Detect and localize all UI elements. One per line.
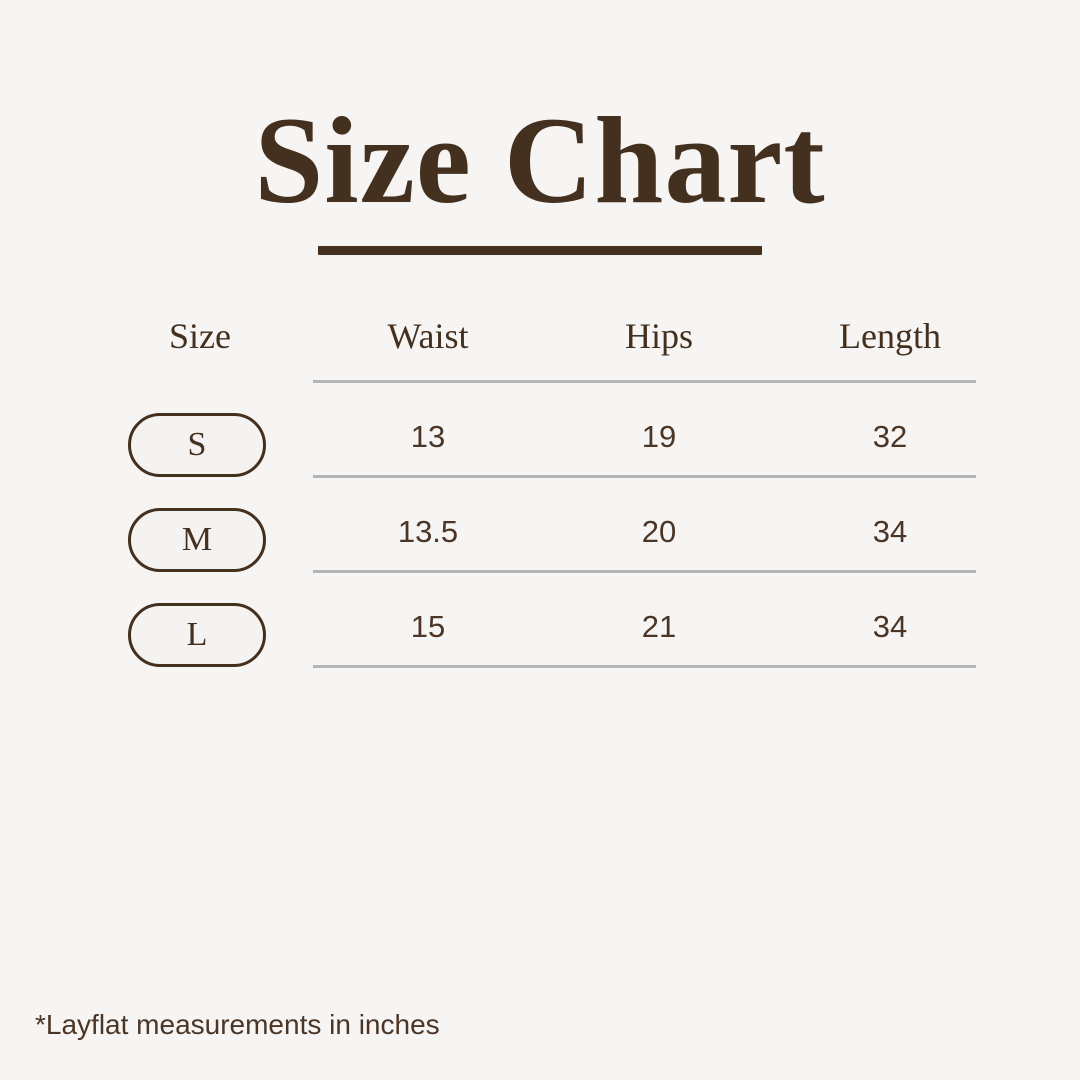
size-badge-label: M [181,521,213,558]
cell-s-waist: 13 [410,419,446,454]
row-divider-s [313,475,976,478]
cell-s-hips: 19 [641,419,677,454]
header-divider [313,380,976,383]
size-badge-label: S [187,426,207,463]
title-underline [318,246,762,255]
column-header-waist: Waist [387,316,469,356]
cell-l-waist: 15 [410,609,446,644]
column-header-size: Size [169,316,231,356]
column-header-hips: Hips [624,316,693,356]
size-badge-l: L [128,603,266,667]
cell-s-length: 32 [872,419,908,454]
row-divider-l [313,665,976,668]
size-badge-label: L [186,616,208,653]
row-divider-m [313,570,976,573]
cell-m-waist: 13.5 [397,514,459,549]
cell-l-hips: 21 [641,609,677,644]
footnote: *Layflat measurements in inches [35,1009,440,1040]
cell-m-hips: 20 [641,514,677,549]
size-badge-m: M [128,508,266,572]
page-title: Size Chart [254,92,826,229]
column-header-length: Length [839,316,941,356]
cell-l-length: 34 [872,609,908,644]
size-badge-s: S [128,413,266,477]
cell-m-length: 34 [872,514,908,549]
